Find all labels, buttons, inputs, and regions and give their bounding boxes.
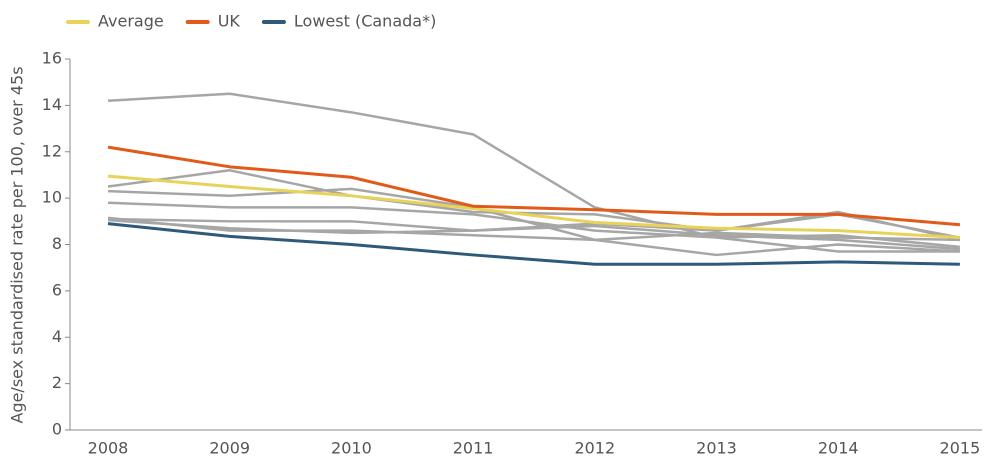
x-tick-label: 2010 [331, 439, 372, 458]
legend-label: Lowest (Canada*) [294, 12, 436, 31]
legend-label: UK [218, 12, 241, 31]
series-line [107, 201, 961, 249]
series-line [107, 222, 960, 266]
y-tick-label: 6 [52, 280, 62, 299]
x-tick-label: 2015 [940, 439, 981, 458]
series-line [107, 92, 960, 253]
x-tick-label: 2014 [818, 439, 859, 458]
y-tick-label: 16 [42, 49, 62, 68]
y-tick-label: 14 [42, 95, 62, 114]
x-tick-label: 2012 [574, 439, 615, 458]
y-tick-label: 10 [42, 188, 62, 207]
x-tick-label: 2008 [88, 439, 129, 458]
y-tick-label: 2 [52, 373, 62, 392]
x-tick-label: 2011 [453, 439, 494, 458]
y-axis-label: Age/sex standardised rate per 100, over … [8, 66, 27, 423]
y-tick-label: 4 [52, 327, 62, 346]
x-tick-label: 2009 [209, 439, 250, 458]
y-tick-label: 8 [52, 234, 62, 253]
legend-label: Average [98, 12, 164, 31]
x-tick-label: 2013 [696, 439, 737, 458]
y-tick-label: 0 [52, 420, 62, 439]
series-line [107, 174, 960, 240]
series-line [107, 169, 961, 239]
series-line [107, 216, 960, 257]
y-tick-label: 12 [42, 141, 62, 160]
series-line [107, 145, 961, 227]
